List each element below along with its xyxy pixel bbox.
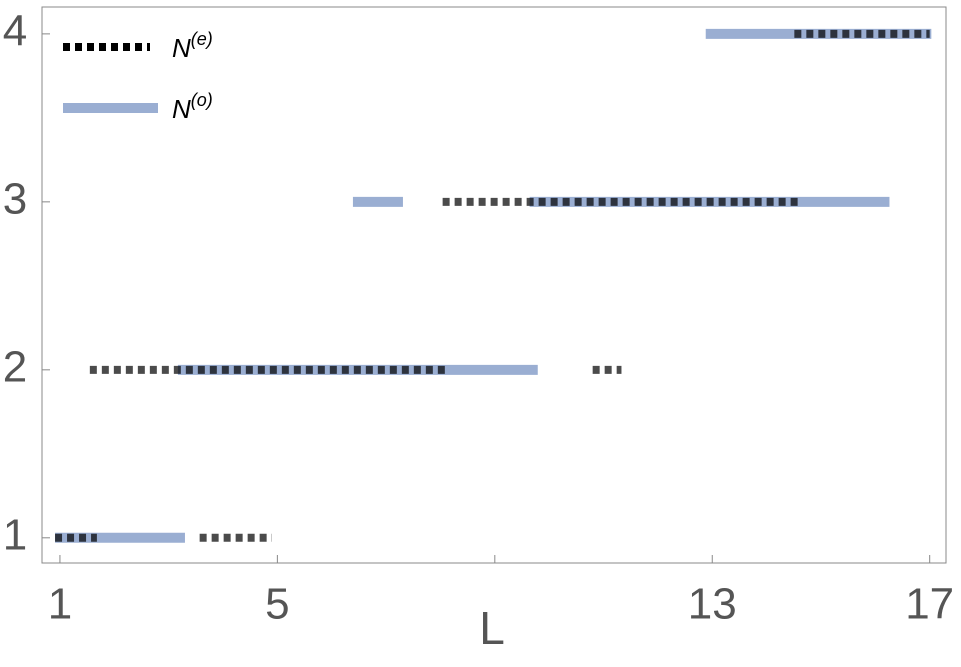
x-tick-label: 13 [688, 580, 737, 629]
legend-label: N(o) [172, 90, 213, 124]
y-tick-label: 1 [3, 510, 27, 559]
y-tick-label: 2 [3, 342, 27, 391]
y-tick-label: 3 [3, 174, 27, 223]
y-tick-label: 4 [3, 7, 27, 56]
plot-frame [41, 6, 947, 564]
x-tick-label: 17 [905, 580, 954, 629]
legend-name: N [172, 94, 191, 124]
x-axis-label: L [479, 602, 505, 654]
legend-label: N(e) [172, 29, 213, 63]
legend-superscript: (e) [191, 29, 213, 49]
legend-name: N [172, 33, 191, 63]
series-e [55, 29, 930, 542]
x-tick-label: 5 [265, 580, 289, 629]
legend-superscript: (o) [191, 90, 213, 110]
x-tick-label: 1 [48, 580, 72, 629]
